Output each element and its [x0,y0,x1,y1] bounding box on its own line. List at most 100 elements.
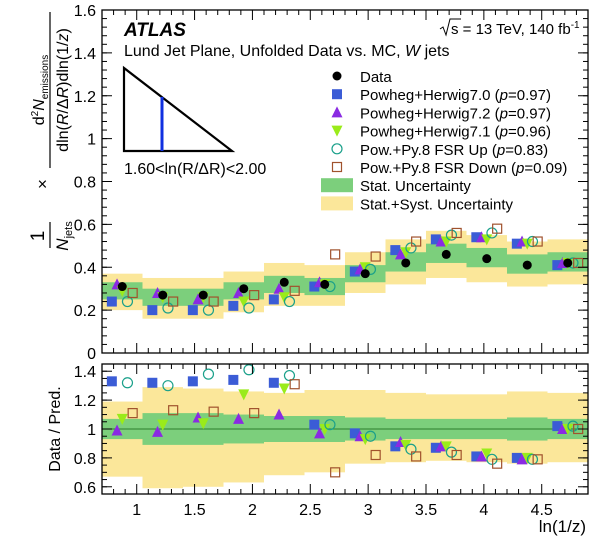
mc-point [283,295,296,308]
data-point [279,277,289,287]
legend-series-marker [331,143,343,155]
mc-point [330,249,341,260]
legend-label: Pow.+Py.8 FSR Down (p=0.09) [360,160,567,177]
ratio-point [243,364,255,376]
x-axis-title: ln(1/z) [539,517,586,536]
ratio-point [106,376,117,387]
subtitle-suffix: jets [420,43,449,60]
mc-point [147,305,158,316]
y-tick-label: 1 [87,132,96,149]
mc-point [121,295,134,308]
y-tick-label: 0.8 [74,175,96,192]
x-tick-label: 4.5 [531,502,553,519]
ratio-point [228,374,239,385]
data-point [522,260,532,270]
energy-prefix: s [451,21,459,38]
ratio-point [471,451,482,462]
ratio-point [197,418,209,430]
mc-point [162,302,174,314]
ratio-point [492,458,503,469]
mc-point [370,251,381,262]
mc-point [309,281,320,292]
mc-point [552,260,563,271]
ratio-point [278,383,290,395]
ratio-point [526,453,539,465]
mc-point [430,234,441,245]
mc-point [390,245,401,256]
y-tick-label: 1.2 [74,89,96,106]
ratio-point [430,442,441,453]
legend-data-marker [332,71,342,81]
ratio-point [127,408,138,419]
mc-point [471,232,482,243]
ratio-point [324,419,336,431]
mc-point [405,242,417,254]
ratio-point [411,451,422,462]
ratio-point [532,454,543,465]
ratio-point [400,439,412,451]
y-tick-label: 1.4 [74,364,96,381]
ratio-point [238,389,250,401]
x-tick-label: 1.5 [183,502,205,519]
ratio-point [116,413,128,425]
ratio-point [157,419,169,431]
ylabel-times: × [33,179,52,189]
ratio-point [309,419,320,430]
mc-point [249,290,260,301]
mc-point [168,296,179,307]
mc-point [228,300,239,311]
x-tick-label: 2 [248,502,257,519]
data-point [441,249,451,259]
y-tick-label: 0.2 [74,303,96,320]
legend-series-marker [331,125,343,137]
ratio-point [273,408,285,420]
data-point [401,258,411,268]
mc-point [349,266,360,277]
mc-point [289,285,300,296]
main-y-axis-title: 1 Njets × d2Nemissions dln(R/ΔR)dln(1/z) [28,12,75,251]
y-tick-label: 1.2 [74,393,96,410]
mc-point [268,294,279,305]
ylabel-one: 1 [28,231,49,242]
mc-point [243,302,255,314]
ratio-point [370,449,381,461]
energy-text: = 13 TeV, 140 fb [459,21,571,38]
ratio-point [152,425,164,437]
ratio-point [481,448,493,460]
ratio-point [121,377,134,389]
ratio-point [405,443,417,455]
legend-label: Data [360,69,392,86]
ratio-point [147,377,158,388]
ylabel-njets: Njets [53,221,75,251]
data-point [482,254,492,264]
sqrt-sign [439,18,461,37]
inset-triangle [122,65,236,153]
ratio-point [349,428,360,439]
mc-point [400,247,412,259]
main-axes: 0 0.2 0.4 0.6 0.8 1 1.2 1.4 1.6 [74,3,588,363]
ratio-point [557,423,569,434]
subtitle-prefix: Lund Jet Plane, Unfolded Data vs. MC, [124,43,405,60]
ratio-point [187,376,198,387]
legend-label: Stat.+Syst. Uncertainty [360,196,513,213]
ratio-point [208,406,219,417]
ratio-point [390,441,401,452]
x-tick-label: 3 [364,502,373,519]
mc-point [445,229,458,241]
ratio-point [435,440,447,452]
data-point [198,290,208,300]
inset-label: 1.60<ln(R/ΔR)<2.00 [124,161,266,178]
ratio-markers [106,364,584,478]
ratio-point [445,446,458,458]
y-tick-label: 1 [87,422,96,439]
y-tick-label: 1.6 [74,3,96,20]
data-point [117,282,127,292]
x-tick-label: 3.5 [415,502,437,519]
ratio-point [476,450,488,462]
ylabel-denominator: dln(R/ΔR)dln(1/z) [55,28,72,152]
mc-point [411,236,422,247]
energy-label: s = 13 TeV, 140 fb-1 [439,18,580,38]
data-point [320,279,330,289]
legend-label: Powheg+Herwig7.1 (p=0.96) [360,124,551,141]
